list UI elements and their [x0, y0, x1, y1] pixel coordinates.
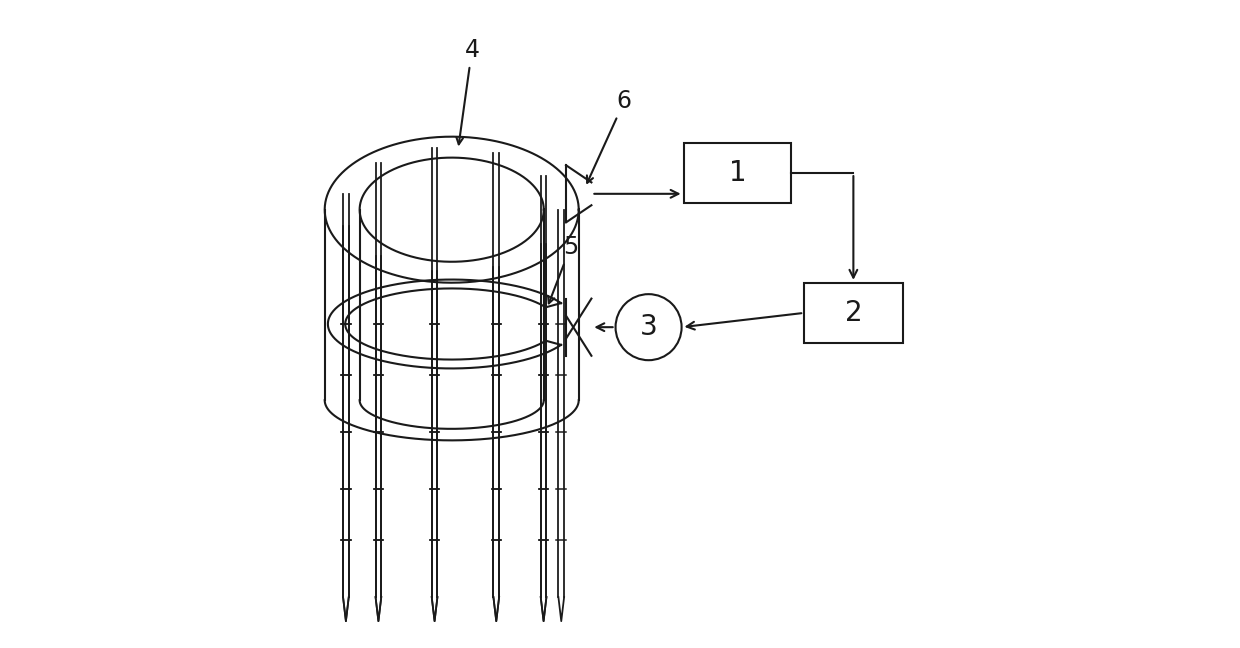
Text: 3: 3	[640, 313, 657, 341]
Bar	[683, 143, 791, 203]
Bar	[805, 283, 903, 343]
Text: 1: 1	[729, 159, 746, 187]
Text: 4: 4	[456, 38, 480, 145]
Text: 2: 2	[844, 299, 862, 327]
Text: 5: 5	[548, 235, 578, 303]
Text: 6: 6	[587, 89, 632, 183]
